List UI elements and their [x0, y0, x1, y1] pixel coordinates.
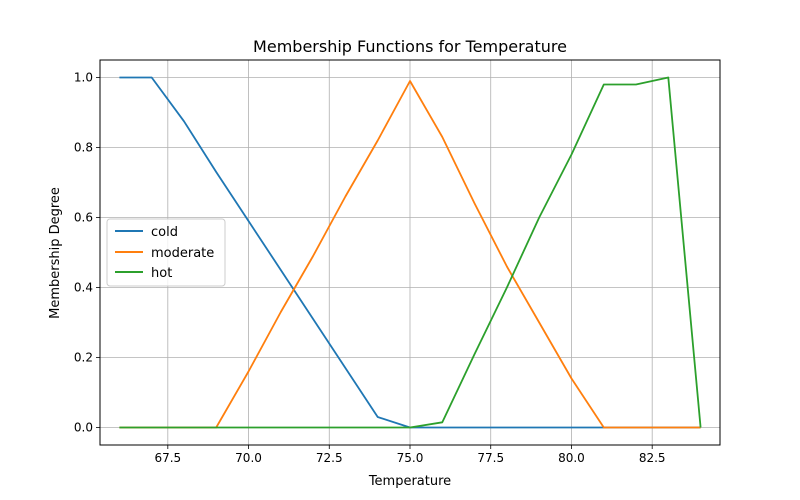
chart-title: Membership Functions for Temperature — [253, 37, 567, 56]
y-tick-label: 0.8 — [74, 141, 93, 155]
legend-label-moderate: moderate — [151, 246, 214, 261]
y-tick-label: 0.6 — [74, 211, 93, 225]
x-tick-label: 80.0 — [558, 451, 585, 465]
x-axis-label: Temperature — [368, 474, 451, 489]
y-tick-label: 0.0 — [74, 421, 93, 435]
axis-ticks: 67.5 70.0 72.5 75.0 77.5 80.0 82.5 0.0 0.2 0.4 0.6… — [74, 71, 666, 466]
x-tick-label: 77.5 — [477, 451, 504, 465]
legend-box — [106, 218, 226, 287]
x-tick-label: 67.5 — [154, 451, 181, 465]
y-axis-label: Membership Degree — [48, 187, 63, 319]
x-tick-label: 70.0 — [235, 451, 262, 465]
x-tick-label: 75.0 — [397, 451, 424, 465]
legend-label-hot: hot — [151, 266, 172, 281]
x-tick-label: 82.5 — [639, 451, 666, 465]
y-tick-label: 0.4 — [74, 281, 93, 295]
y-tick-label: 0.2 — [74, 351, 93, 365]
legend: cold moderate hot — [106, 218, 226, 287]
y-tick-label: 1.0 — [74, 71, 93, 85]
series-line-hot — [119, 76, 702, 429]
x-tick-label: 72.5 — [316, 451, 343, 465]
series-lines — [119, 76, 702, 429]
legend-label-cold: cold — [151, 225, 178, 240]
